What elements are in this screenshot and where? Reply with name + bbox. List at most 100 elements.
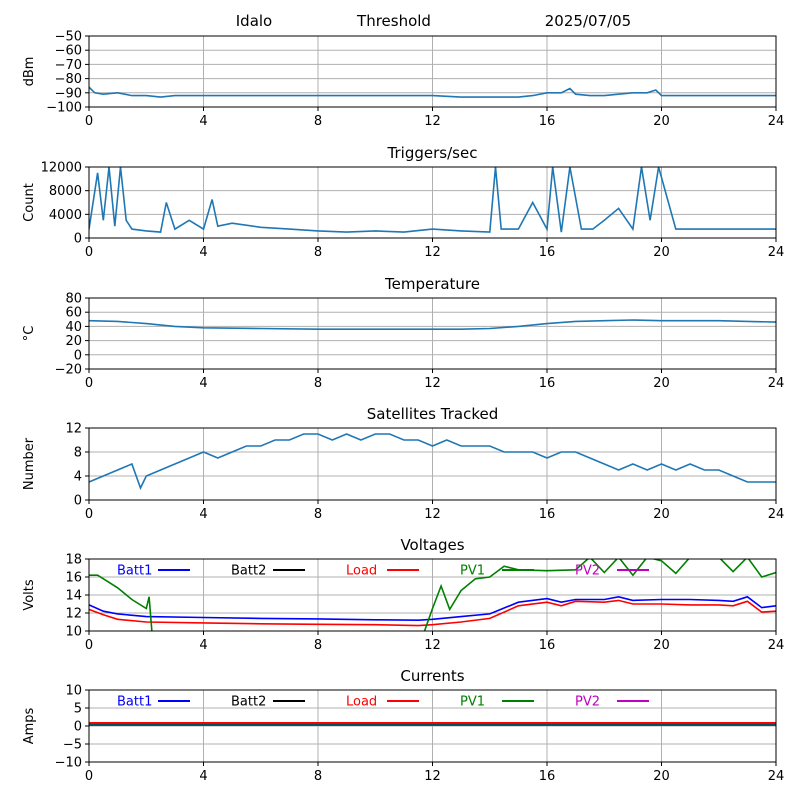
legend-label-pv1: PV1 — [460, 695, 485, 710]
x-tick-label: 24 — [768, 114, 785, 129]
legend-label-pv2: PV2 — [575, 695, 600, 710]
x-tick-label: 4 — [199, 114, 207, 129]
x-tick-label: 20 — [653, 638, 670, 653]
y-tick-label: 20 — [65, 334, 82, 349]
x-tick-label: 20 — [653, 507, 670, 522]
x-tick-label: 20 — [653, 376, 670, 391]
series-line-batt1 — [89, 595, 776, 622]
x-tick-label: 4 — [199, 376, 207, 391]
legend-label-batt2: Batt2 — [231, 564, 266, 579]
y-tick-label: 60 — [65, 306, 82, 321]
y-tick-label: 40 — [65, 320, 82, 335]
y-tick-label: 12000 — [41, 161, 82, 176]
y-tick-label: 0 — [74, 494, 82, 509]
y-tick-label: 10 — [65, 625, 82, 640]
y-tick-label: 8 — [74, 446, 82, 461]
x-tick-label: 24 — [768, 507, 785, 522]
x-tick-label: 4 — [199, 245, 207, 260]
x-tick-label: 12 — [424, 507, 441, 522]
y-tick-label: −50 — [55, 30, 82, 45]
legend-label-pv1: PV1 — [460, 564, 485, 579]
x-tick-label: 24 — [768, 376, 785, 391]
y-tick-label: 8000 — [49, 184, 82, 199]
x-tick-label: 20 — [653, 769, 670, 784]
x-tick-label: 0 — [85, 638, 93, 653]
x-tick-label: 4 — [199, 507, 207, 522]
x-tick-label: 12 — [424, 769, 441, 784]
series-line-main — [89, 433, 776, 491]
y-tick-label: 4 — [74, 470, 82, 485]
x-tick-label: 20 — [653, 114, 670, 129]
x-tick-label: 12 — [424, 376, 441, 391]
x-tick-label: 16 — [539, 507, 556, 522]
y-axis-label: Volts — [22, 579, 37, 611]
y-tick-label: 12 — [65, 607, 82, 622]
y-tick-label: 5 — [74, 702, 82, 717]
y-tick-label: −100 — [46, 101, 82, 116]
x-tick-label: 0 — [85, 376, 93, 391]
y-tick-label: −5 — [63, 738, 82, 753]
chart-title: Temperature — [384, 275, 480, 293]
header-station: Idalo — [236, 12, 272, 30]
series-line-load — [89, 599, 776, 627]
y-tick-label: −70 — [55, 58, 82, 73]
x-tick-label: 0 — [85, 507, 93, 522]
legend-label-batt1: Batt1 — [117, 695, 152, 710]
y-tick-label: 4000 — [49, 208, 82, 223]
x-tick-label: 8 — [314, 376, 322, 391]
x-tick-label: 8 — [314, 507, 322, 522]
legend-label-batt1: Batt1 — [117, 564, 152, 579]
y-axis-label: °C — [22, 326, 37, 342]
y-tick-label: 12 — [65, 422, 82, 437]
legend-label-pv2: PV2 — [575, 564, 600, 579]
x-tick-label: 24 — [768, 769, 785, 784]
chart-title: Satellites Tracked — [367, 405, 498, 423]
y-axis-label: Count — [22, 183, 37, 222]
x-tick-label: 0 — [85, 114, 93, 129]
legend-label-load: Load — [346, 695, 377, 710]
series-line-main — [89, 319, 776, 331]
x-tick-label: 16 — [539, 638, 556, 653]
header-date: 2025/07/05 — [545, 12, 631, 30]
x-tick-label: 16 — [539, 245, 556, 260]
y-tick-label: 18 — [65, 553, 82, 568]
y-tick-label: 0 — [74, 720, 82, 735]
x-tick-label: 4 — [199, 769, 207, 784]
x-tick-label: 24 — [768, 245, 785, 260]
chart-title: Currents — [400, 667, 464, 685]
x-tick-label: 12 — [424, 245, 441, 260]
y-tick-label: 0 — [74, 232, 82, 247]
x-tick-label: 24 — [768, 638, 785, 653]
y-axis-label: Amps — [22, 707, 37, 744]
x-tick-label: 4 — [199, 638, 207, 653]
y-tick-label: 10 — [65, 684, 82, 699]
x-tick-label: 20 — [653, 245, 670, 260]
y-tick-label: −10 — [55, 756, 82, 771]
y-tick-label: −80 — [55, 72, 82, 87]
y-tick-label: −20 — [55, 363, 82, 378]
chart-title: Voltages — [400, 536, 464, 554]
legend-label-load: Load — [346, 564, 377, 579]
x-tick-label: 8 — [314, 638, 322, 653]
series-line-pv1 — [89, 559, 776, 631]
y-tick-label: 14 — [65, 589, 82, 604]
x-tick-label: 16 — [539, 769, 556, 784]
x-tick-label: 12 — [424, 114, 441, 129]
x-tick-label: 0 — [85, 245, 93, 260]
x-tick-label: 8 — [314, 245, 322, 260]
series-line-main — [89, 86, 776, 98]
chart-title: Triggers/sec — [387, 144, 478, 162]
header-mode: Threshold — [356, 12, 431, 30]
y-tick-label: 80 — [65, 292, 82, 307]
x-tick-label: 16 — [539, 114, 556, 129]
x-tick-label: 0 — [85, 769, 93, 784]
x-tick-label: 8 — [314, 114, 322, 129]
y-tick-label: −90 — [55, 86, 82, 101]
y-axis-label: Number — [22, 437, 37, 490]
x-tick-label: 8 — [314, 769, 322, 784]
y-tick-label: 16 — [65, 571, 82, 586]
series-line-main — [89, 167, 776, 233]
x-tick-label: 12 — [424, 638, 441, 653]
